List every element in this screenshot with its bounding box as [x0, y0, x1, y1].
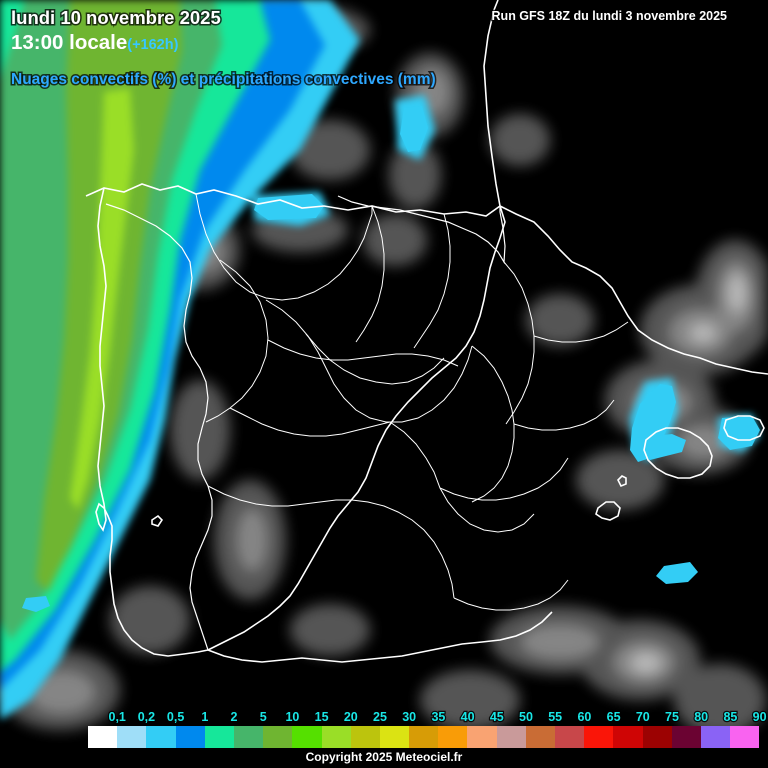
legend-tick-label: 2 [229, 709, 238, 725]
legend-swatch [671, 726, 701, 748]
legend-tick-label: 35 [430, 709, 446, 725]
legend-tick-label: 30 [401, 709, 417, 725]
legend-tick-label: 25 [372, 709, 388, 725]
copyright-label: Copyright 2025 Meteociel.fr [304, 749, 463, 765]
legend-tick-label: 20 [343, 709, 359, 725]
legend-tick-label: 55 [547, 709, 563, 725]
legend-swatch [700, 726, 731, 748]
legend-swatch [175, 726, 205, 748]
legend-tick-label: 50 [518, 709, 534, 725]
legend-swatch [525, 726, 555, 748]
legend-tick-label: 85 [722, 709, 738, 725]
legend-tick-label: 40 [459, 709, 475, 725]
legend-swatch [117, 726, 147, 748]
legend-swatch [233, 726, 264, 748]
legend-swatch [88, 726, 118, 748]
legend-swatch [496, 726, 526, 748]
legend-swatch [146, 726, 176, 748]
forecast-date-label: lundi 10 novembre 2025 [10, 6, 223, 30]
legend-swatch [321, 726, 351, 748]
legend-tick-label: 60 [576, 709, 592, 725]
legend-tick-label: 75 [664, 709, 680, 725]
forecast-time-label: 13:00 locale(+162h) [11, 31, 178, 55]
legend-tick-label: 90 [751, 709, 767, 725]
legend-tick-label: 0,5 [166, 709, 186, 725]
legend-swatch [379, 726, 410, 748]
legend-tick-label: 70 [635, 709, 651, 725]
legend-swatch [409, 726, 439, 748]
legend-swatch [584, 726, 614, 748]
legend-tick-label: 15 [313, 709, 329, 725]
forecast-hour-value: (+162h) [127, 37, 179, 53]
legend-tick-label: 45 [489, 709, 505, 725]
legend-swatch [730, 726, 760, 748]
legend-tick-label: 10 [284, 709, 300, 725]
legend-swatch [642, 726, 672, 748]
model-run-label: Run GFS 18Z du lundi 3 novembre 2025 [490, 8, 728, 25]
precipitation-color-scale [88, 726, 760, 748]
legend-tick-label: 0,2 [136, 709, 156, 725]
legend-swatch [263, 726, 293, 748]
legend-swatch [292, 726, 322, 748]
legend-tick-label: 0,1 [107, 709, 127, 725]
parameter-label: Nuages convectifs (%) et précipitations … [10, 70, 438, 90]
legend-swatch [438, 726, 468, 748]
legend-tick-labels: 0,1 0,2 0,5 1 2 5 10 15 20 25 30 35 40 45 50 55 60 65 70 75… [0, 709, 768, 726]
legend-swatch [350, 726, 380, 748]
legend-tick-label: 65 [605, 709, 621, 725]
legend-tick-label: 80 [693, 709, 709, 725]
legend-tick-label: 1 [200, 709, 209, 725]
legend-tick-label: 5 [259, 709, 268, 725]
legend-swatch [613, 726, 643, 748]
forecast-time-value: 13:00 locale [11, 31, 128, 54]
legend-swatch [467, 726, 497, 748]
legend-swatch [204, 726, 234, 748]
legend-swatch [555, 726, 585, 748]
